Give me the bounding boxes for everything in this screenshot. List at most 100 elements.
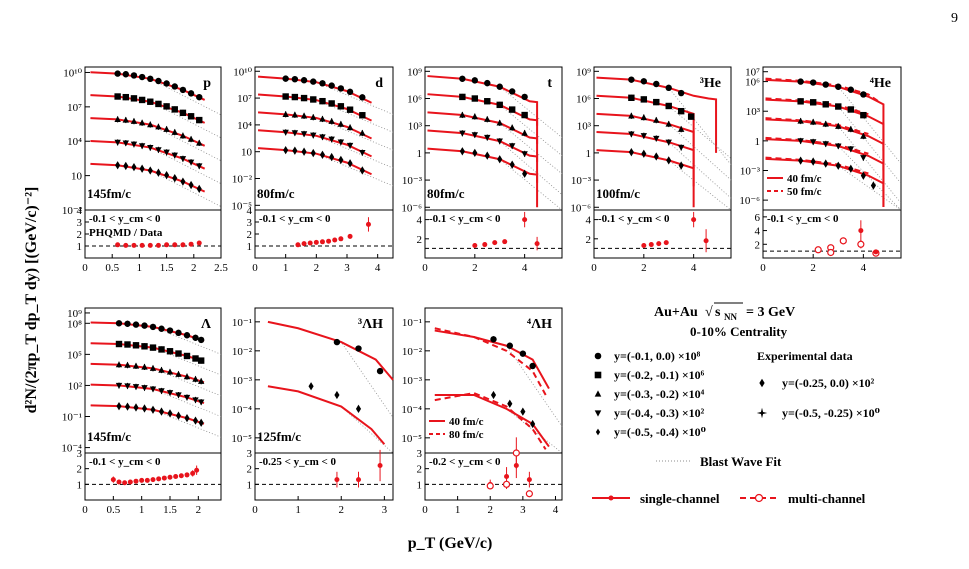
blast-wave-fit: [90, 94, 222, 139]
panel-time-label: 80fm/c: [427, 186, 465, 201]
ratio-y-tick-label: 1: [247, 241, 253, 253]
data-point: [797, 98, 804, 105]
data-point: [175, 411, 182, 420]
data-point: [376, 367, 384, 375]
data-point: [132, 384, 140, 391]
legend-multi-channel: multi-channel: [788, 491, 866, 506]
panel-time-label: 125fm/c: [257, 429, 301, 444]
blast-wave-fit: [258, 147, 394, 187]
x-tick-label: 1: [455, 504, 461, 516]
y-tick-label: 10⁹: [407, 66, 422, 78]
ratio-point: [338, 236, 344, 242]
y-tick-label: 10⁻¹: [402, 317, 422, 329]
data-point: [471, 95, 479, 102]
data-point: [519, 350, 527, 357]
data-point: [665, 139, 672, 146]
data-point: [509, 160, 515, 169]
model-curve: [434, 329, 550, 390]
data-point: [192, 375, 199, 382]
y-axis-title: d²N/(2πp_T dp_T dy) [(GeV/c)⁻²]: [23, 187, 40, 414]
legend-marker-triangle: [594, 390, 602, 397]
panel-h3l: 10⁻¹ 10⁻² 10⁻³ 10⁻⁴ 10⁻⁵ ³ΛH 125fm/c 1 2 3 -0.25 <…: [231, 307, 394, 516]
x-tick-label: 0: [422, 504, 428, 516]
ratio-point: [115, 242, 121, 248]
data-point: [459, 111, 466, 118]
y-tick-label: 10⁻³: [571, 175, 592, 187]
ratio-point: [139, 477, 145, 483]
data-point: [665, 84, 672, 92]
data-point: [115, 382, 123, 389]
data-point: [653, 98, 660, 106]
legend-marker-triangle-down: [594, 410, 602, 417]
ratio-point: [858, 228, 864, 234]
data-point: [337, 120, 345, 127]
model-curve: [434, 394, 550, 448]
ratio-point: [127, 479, 133, 485]
data-point: [291, 111, 299, 118]
data-point: [116, 401, 122, 411]
data-point: [163, 80, 170, 87]
model-curve: [596, 94, 695, 147]
ratio-y-tick-label: 2: [77, 464, 83, 476]
ratio-y-tick-label: 2: [247, 464, 253, 476]
data-point: [359, 129, 366, 136]
data-point: [124, 383, 131, 390]
data-point: [359, 166, 365, 175]
model-curve: [427, 147, 539, 208]
ratio-point: [873, 249, 879, 255]
data-point: [139, 164, 145, 173]
y-tick-label: 10⁷: [67, 102, 82, 114]
legend-sqrt-sub: NN: [724, 312, 737, 322]
data-point: [166, 368, 174, 375]
ratio-rapidity-label: -0.1 < y_cm < 0: [259, 213, 331, 225]
ratio-y-tick-label: 2: [247, 229, 253, 241]
model-curve: [257, 111, 372, 140]
x-tick-label: 0: [760, 262, 766, 274]
ratio-rapidity-label: -0.1 < y_cm < 0: [767, 213, 839, 225]
data-point: [124, 320, 131, 327]
ratio-point: [641, 243, 647, 249]
x-tick-label: 1: [137, 262, 143, 274]
y-tick-label: 10⁻⁶: [570, 202, 591, 214]
x-axis-title: p_T (GeV/c): [408, 535, 493, 552]
legend-sqrt-symbol: √: [705, 305, 713, 320]
data-point: [115, 320, 123, 327]
y-tick-label: 1: [586, 148, 592, 160]
ratio-y-tick-label: 4: [586, 215, 592, 227]
data-point: [300, 94, 308, 102]
data-point: [282, 93, 289, 100]
data-point: [183, 373, 191, 380]
data-point: [114, 93, 121, 100]
y-tick-label: 10⁴: [237, 120, 252, 132]
ratio-point-open: [839, 237, 847, 245]
y-tick-label: 10⁻³: [402, 175, 423, 187]
data-point: [132, 362, 140, 369]
data-point: [132, 342, 140, 349]
data-point: [653, 152, 659, 161]
data-point: [130, 95, 138, 102]
data-point: [141, 385, 148, 392]
data-point: [301, 147, 307, 156]
data-point: [506, 342, 514, 349]
data-point: [158, 346, 165, 353]
ratio-y-tick-label: 2: [417, 234, 423, 246]
page-number: 9: [951, 11, 958, 26]
data-point: [163, 125, 170, 132]
data-point: [641, 149, 647, 158]
x-tick-label: 0: [82, 504, 88, 516]
data-point: [171, 152, 178, 159]
ratio-extra-label: PHQMD / Data: [89, 227, 163, 239]
ratio-point: [116, 479, 122, 485]
x-tick-label: 2: [191, 262, 197, 274]
ratio-point: [164, 242, 170, 248]
data-point: [677, 144, 685, 151]
data-point: [653, 80, 660, 88]
data-point: [115, 361, 123, 368]
x-tick-label: 0.5: [106, 504, 120, 516]
panel-particle-label: p: [203, 76, 211, 91]
ratio-point: [301, 241, 307, 247]
ratio-y-tick-label: 1: [247, 479, 253, 491]
ratio-point: [184, 472, 190, 478]
data-point: [310, 113, 317, 120]
data-point: [138, 73, 146, 81]
